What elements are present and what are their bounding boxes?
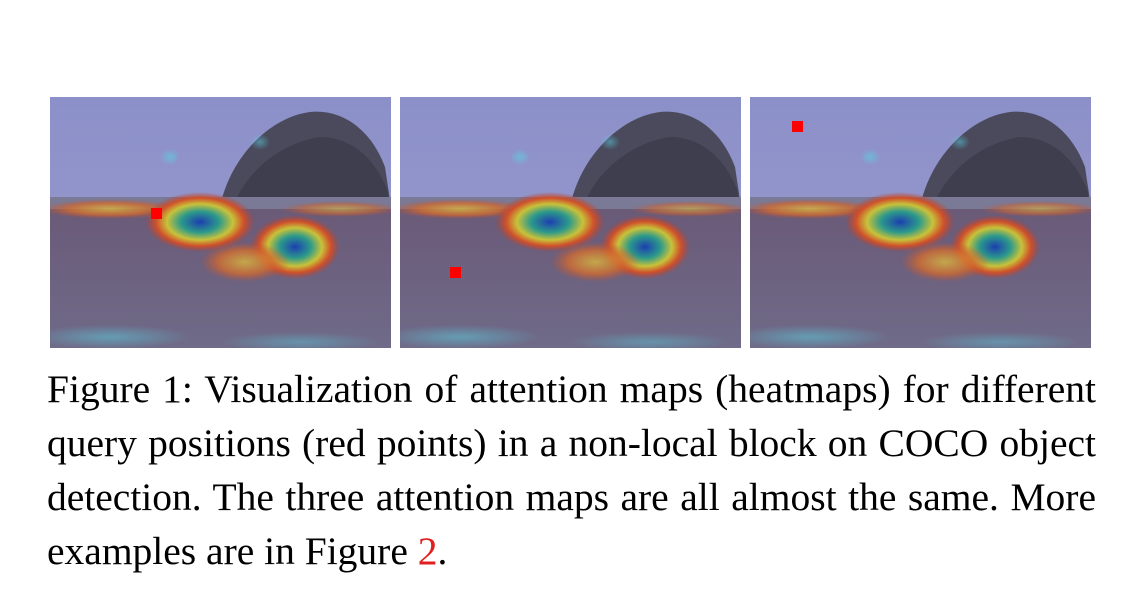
attention-map-panel-2 [400,97,741,348]
query-point-1 [151,208,162,219]
caption-label: Figure 1: [47,367,193,411]
query-point-2 [450,267,461,278]
query-point-3 [792,121,803,132]
attention-heatmap-1 [50,97,391,348]
figure-panels [50,97,1091,348]
attention-map-panel-3 [750,97,1091,348]
caption-end: . [437,529,448,573]
figure-reference-link[interactable]: 2 [417,529,438,573]
caption-text: Visualization of attention maps (heatmap… [47,367,1096,573]
figure-caption: Figure 1: Visualization of attention map… [47,362,1096,578]
attention-map-panel-1 [50,97,391,348]
attention-heatmap-2 [400,97,741,348]
attention-heatmap-3 [750,97,1091,348]
